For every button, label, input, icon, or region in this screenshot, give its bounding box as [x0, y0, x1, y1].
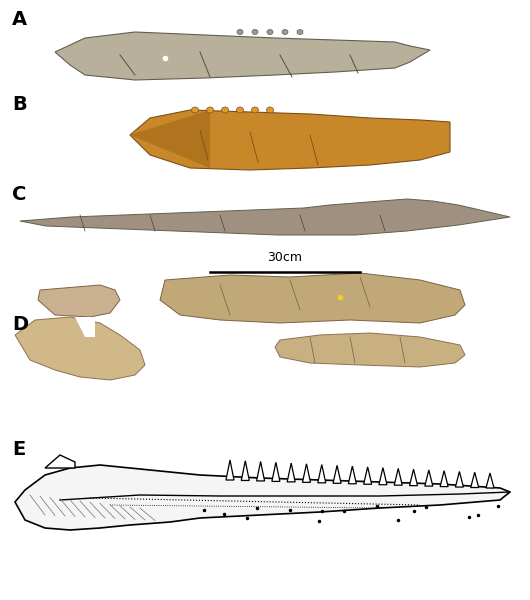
Polygon shape: [45, 455, 75, 468]
Text: B: B: [12, 95, 26, 114]
Polygon shape: [130, 110, 450, 170]
Ellipse shape: [252, 107, 259, 113]
Polygon shape: [15, 317, 145, 380]
Polygon shape: [348, 466, 356, 484]
Polygon shape: [303, 464, 311, 482]
Ellipse shape: [237, 29, 243, 34]
Polygon shape: [333, 466, 341, 483]
Polygon shape: [287, 463, 295, 482]
Polygon shape: [410, 469, 418, 485]
Polygon shape: [318, 464, 326, 483]
Polygon shape: [226, 460, 234, 480]
Polygon shape: [440, 471, 448, 487]
Ellipse shape: [267, 107, 273, 113]
Ellipse shape: [191, 107, 199, 113]
Ellipse shape: [297, 29, 303, 34]
Polygon shape: [257, 461, 264, 481]
Text: C: C: [12, 185, 26, 204]
Polygon shape: [379, 467, 387, 485]
Polygon shape: [471, 472, 479, 488]
Polygon shape: [455, 472, 463, 487]
Polygon shape: [15, 465, 510, 530]
Text: A: A: [12, 10, 27, 29]
Text: 30cm: 30cm: [268, 251, 303, 264]
Polygon shape: [160, 273, 465, 323]
Ellipse shape: [222, 107, 228, 113]
Polygon shape: [241, 461, 249, 481]
Polygon shape: [364, 467, 372, 484]
Polygon shape: [394, 469, 402, 485]
Polygon shape: [486, 473, 494, 488]
Ellipse shape: [207, 107, 214, 113]
Polygon shape: [275, 333, 465, 367]
Text: E: E: [12, 440, 25, 459]
Polygon shape: [38, 285, 120, 317]
Polygon shape: [130, 110, 210, 168]
Ellipse shape: [267, 29, 273, 34]
Polygon shape: [75, 317, 95, 337]
Polygon shape: [20, 199, 510, 235]
Polygon shape: [425, 470, 433, 486]
Ellipse shape: [282, 29, 288, 34]
Polygon shape: [55, 32, 430, 80]
Text: D: D: [12, 315, 28, 334]
Ellipse shape: [252, 29, 258, 34]
Ellipse shape: [236, 107, 243, 113]
Polygon shape: [272, 462, 280, 481]
